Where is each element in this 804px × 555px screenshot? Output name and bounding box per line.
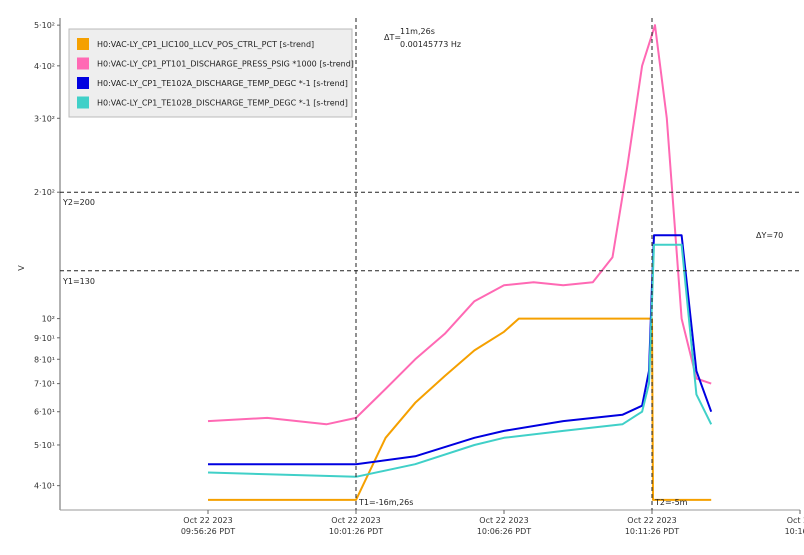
series-line-3 (208, 234, 713, 466)
y-tick-label: 7·10¹ (34, 380, 55, 389)
delta-t-prefix: ΔT= (384, 33, 401, 42)
legend-box (68, 28, 353, 118)
x-tick-group: Oct 22 2023 09:56:26 PDT Oct 22 2023 10:01:… (181, 510, 804, 536)
legend[interactable]: H0:VAC-LY_CP1_LIC100_LLCV_POS_CTRL_PCT [… (68, 28, 354, 118)
y-tick-label: 4·10² (34, 62, 55, 71)
y-tick-label: 4·10¹ (34, 482, 55, 491)
y-tick-label: 5·10² (34, 21, 55, 30)
delta-t-frequency: 0.00145773 Hz (400, 40, 461, 49)
delta-t-value: 11m,26s (400, 27, 435, 36)
y-tick-label: 9·10¹ (34, 334, 55, 343)
y-tick-label: 6·10¹ (34, 408, 55, 417)
legend-label: H0:VAC-LY_CP1_LIC100_LLCV_POS_CTRL_PCT [… (97, 40, 314, 49)
x-tick-label-date: Oct 22 (787, 516, 804, 525)
x-tick-label-date: Oct 22 2023 (183, 516, 232, 525)
value-cursor-label: Y2=200 (62, 198, 95, 207)
y-tick-label: 3·10² (34, 114, 55, 123)
y-axis-label: V (17, 265, 26, 271)
legend-swatch (77, 38, 89, 50)
x-tick-label-time: 10:01:26 PDT (329, 527, 383, 536)
value-cursor-label: Y1=130 (62, 277, 95, 286)
x-tick-label-time: 10:11:26 PDT (625, 527, 679, 536)
series-layer (207, 24, 713, 501)
x-tick-label-date: Oct 22 2023 (331, 516, 380, 525)
x-tick-label-time: 10:06:26 PDT (477, 527, 531, 536)
y-tick-label: 10² (42, 315, 55, 324)
y-tick-label: 2·10² (34, 188, 55, 197)
legend-swatch (77, 77, 89, 89)
time-cursor-label: T1=-16m,26s (358, 498, 413, 507)
delta-y-label: ΔY=70 (756, 231, 783, 240)
legend-swatch (77, 96, 89, 109)
series-line-4 (207, 243, 713, 478)
legend-label: H0:VAC-LY_CP1_TE102B_DISCHARGE_TEMP_DEGC… (97, 99, 348, 108)
y-tick-group: 4·10¹ 5·10¹ 6·10¹ 7·10¹ 8·10¹ 9·10¹ 10² 2·10² 3·… (34, 21, 60, 491)
y-tick-label: 5·10¹ (34, 441, 55, 450)
cursor-layer: T1=-16m,26s T2=-5m Y1=130 Y2=200 (60, 18, 800, 510)
legend-swatch (77, 57, 89, 70)
x-tick-label-time: 09:56:26 PDT (181, 527, 235, 536)
legend-label: H0:VAC-LY_CP1_PT101_DISCHARGE_PRESS_PSIG… (97, 60, 354, 69)
time-cursor-label: T2=-5m (654, 498, 688, 507)
x-tick-label-date: Oct 22 2023 (479, 516, 528, 525)
x-tick-label-date: Oct 22 2023 (627, 516, 676, 525)
x-tick-label-time: 10:16:2 (785, 527, 804, 536)
legend-label: H0:VAC-LY_CP1_TE102A_DISCHARGE_TEMP_DEGC… (97, 79, 348, 88)
series-line-2 (207, 24, 712, 426)
legend-items: H0:VAC-LY_CP1_LIC100_LLCV_POS_CTRL_PCT [… (77, 38, 354, 109)
y-tick-label: 8·10¹ (34, 355, 55, 364)
